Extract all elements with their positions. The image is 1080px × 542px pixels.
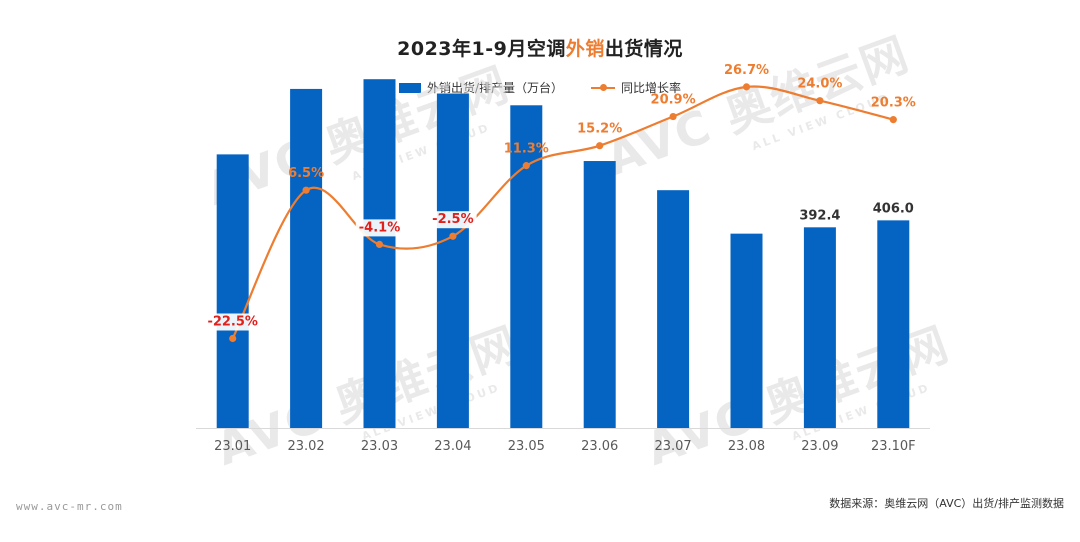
growth-value-label: 24.0% — [797, 77, 842, 92]
growth-point — [375, 240, 384, 248]
chart-title: 2023年1-9月空调外销出货情况 — [0, 34, 1080, 61]
title-highlight: 外销 — [565, 38, 605, 60]
legend-line-swatch — [591, 83, 616, 93]
x-tick-label: 23.10F — [871, 439, 916, 454]
bar — [877, 220, 910, 428]
bar-value-label: 392.4 — [799, 208, 840, 223]
growth-point — [229, 334, 237, 343]
growth-point — [889, 116, 897, 124]
bar — [730, 233, 763, 428]
footer-website: www.avc-mr.com — [16, 500, 123, 513]
x-tick-label: 23.07 — [654, 439, 691, 454]
growth-point — [742, 83, 751, 91]
title-part1: 2023年1-9月空调 — [397, 38, 566, 60]
growth-value-label: -2.5% — [432, 212, 473, 227]
x-tick-label: 23.05 — [508, 439, 545, 454]
growth-value-label: -4.1% — [359, 220, 400, 235]
growth-point — [522, 162, 530, 170]
growth-point — [596, 142, 604, 150]
growth-point — [449, 232, 457, 240]
footer-source: 数据来源：奥维云网（AVC）出货/排产监测数据 — [829, 497, 1064, 510]
growth-point — [669, 112, 677, 121]
growth-value-label: 20.9% — [651, 93, 696, 108]
title-part2: 出货情况 — [604, 38, 683, 60]
growth-value-label: 6.5% — [288, 166, 324, 181]
growth-point — [302, 186, 310, 194]
x-tick-label: 23.02 — [287, 439, 324, 454]
growth-value-label: 11.3% — [504, 142, 549, 157]
x-tick-label: 23.01 — [214, 439, 251, 454]
bar — [583, 161, 616, 428]
bar — [363, 79, 396, 428]
growth-value-label: 15.2% — [577, 122, 622, 137]
x-tick-label: 23.08 — [728, 439, 765, 454]
label-background — [355, 219, 404, 237]
x-tick-label: 23.04 — [434, 439, 471, 454]
x-tick-label: 23.09 — [801, 439, 838, 454]
x-tick-label: 23.06 — [581, 439, 618, 454]
label-background — [204, 313, 261, 331]
growth-value-label: 20.3% — [871, 96, 916, 111]
bar — [803, 227, 836, 428]
legend-line-label: 同比增长率 — [621, 81, 682, 95]
legend-item-bar: 外销出货/排产量（万台） — [398, 79, 564, 96]
legend-bar-label: 外销出货/排产量（万台） — [426, 81, 564, 95]
growth-line — [231, 85, 894, 339]
legend-bar-swatch — [398, 82, 421, 93]
label-background — [429, 211, 477, 229]
growth-value-label: -22.5% — [207, 315, 258, 330]
x-tick-label: 23.03 — [361, 439, 398, 454]
chart-legend: 外销出货/排产量（万台） 同比增长率 — [0, 79, 1080, 96]
bar — [436, 93, 469, 429]
legend-item-line: 同比增长率 — [591, 79, 681, 96]
growth-point — [816, 97, 824, 105]
bar — [216, 154, 249, 428]
growth-value-label: 26.7% — [724, 63, 769, 78]
bar — [657, 190, 690, 428]
bar — [290, 88, 323, 429]
bar-value-label: 406.0 — [873, 201, 914, 216]
